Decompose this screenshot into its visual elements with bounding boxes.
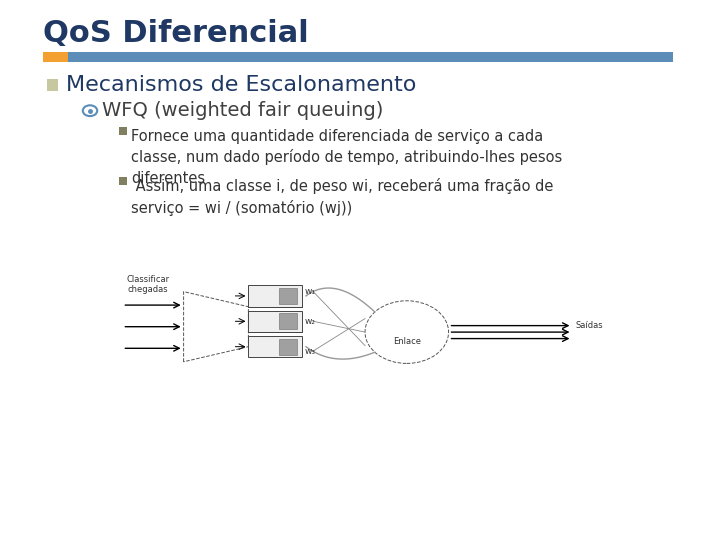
Bar <box>279 313 297 329</box>
Bar <box>248 285 302 307</box>
Bar <box>119 127 127 135</box>
Bar <box>68 52 673 62</box>
Text: w₂: w₂ <box>305 317 315 326</box>
Bar <box>248 336 302 357</box>
Bar <box>43 52 68 62</box>
Bar <box>279 288 297 304</box>
Text: WFQ (weighted fair queuing): WFQ (weighted fair queuing) <box>102 101 384 120</box>
Text: w₁: w₁ <box>305 287 315 296</box>
Text: w₃: w₃ <box>305 347 315 355</box>
Text: Enlace: Enlace <box>393 338 420 346</box>
Text: Assim, uma classe i, de peso wi, receberá uma fração de
serviço = wi / (somatóri: Assim, uma classe i, de peso wi, receber… <box>131 178 554 216</box>
Text: Saídas: Saídas <box>575 321 603 330</box>
Text: QoS Diferencial: QoS Diferencial <box>43 19 309 48</box>
Bar <box>47 79 58 91</box>
Text: Mecanismos de Escalonamento: Mecanismos de Escalonamento <box>66 75 417 95</box>
Text: Fornece uma quantidade diferenciada de serviço a cada
classe, num dado período d: Fornece uma quantidade diferenciada de s… <box>131 129 562 186</box>
Bar <box>279 339 297 355</box>
Bar <box>248 310 302 332</box>
Bar <box>119 177 127 185</box>
Text: Classificar
chegadas: Classificar chegadas <box>126 275 169 294</box>
